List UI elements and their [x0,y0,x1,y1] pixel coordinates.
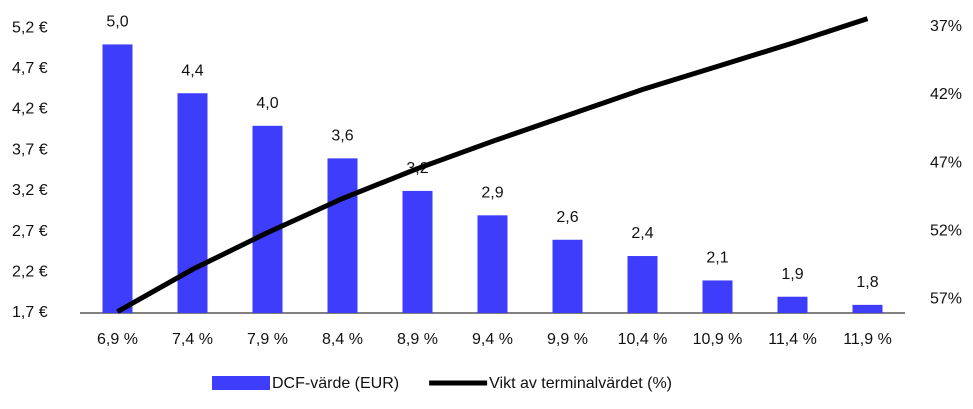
data-label: 2,1 [706,250,728,267]
x-tick-label: 10,9 % [693,331,743,348]
x-tick-label: 7,4 % [172,331,213,348]
data-label: 2,6 [556,209,578,226]
bar [177,93,208,313]
y2-tick-label: 37% [930,18,962,35]
data-label: 5,0 [106,14,128,31]
bar [327,158,358,313]
bar [702,280,733,313]
y-tick-label: 4,7 € [12,60,48,77]
y-tick-label: 2,2 € [12,264,48,281]
x-tick-label: 11,4 % [768,331,817,348]
bar [627,256,658,313]
y-tick-label: 5,2 € [12,19,48,36]
x-tick-label: 11,9 % [843,331,892,348]
y2-tick-label: 42% [930,86,962,103]
data-label: 3,6 [331,128,353,145]
data-label: 1,8 [856,274,878,291]
bar [402,190,433,313]
y-tick-label: 3,2 € [12,182,48,199]
x-tick-label: 8,4 % [322,331,363,348]
x-tick-label: 7,9 % [247,331,288,348]
data-label: 4,0 [256,95,278,112]
data-label: 2,4 [631,225,653,242]
x-tick-label: 9,4 % [472,331,513,348]
bar [252,125,283,313]
y-tick-label: 2,7 € [12,223,48,240]
line [116,16,869,314]
legend-swatch [212,376,270,390]
y2-tick-label: 57% [930,291,962,308]
y-tick-label: 4,2 € [12,101,48,118]
legend-label: Vikt av terminalvärdet (%) [489,375,672,392]
x-tick-label: 8,9 % [397,331,438,348]
bar [477,215,508,313]
legend-label: DCF-värde (EUR) [272,375,399,392]
data-label: 2,9 [481,185,503,202]
bar [777,296,808,313]
x-tick-label: 9,9 % [547,331,588,348]
x-tick-label: 6,9 % [97,331,138,348]
y2-tick-label: 47% [930,154,962,171]
y2-tick-label: 52% [930,222,962,239]
bar [552,239,583,313]
data-label: 1,9 [781,266,803,283]
x-tick-label: 10,4 % [618,331,668,348]
y-tick-label: 1,7 € [12,304,48,321]
bar [852,304,883,313]
bar [102,44,133,314]
data-label: 4,4 [181,62,203,79]
y-tick-label: 3,7 € [12,141,48,158]
